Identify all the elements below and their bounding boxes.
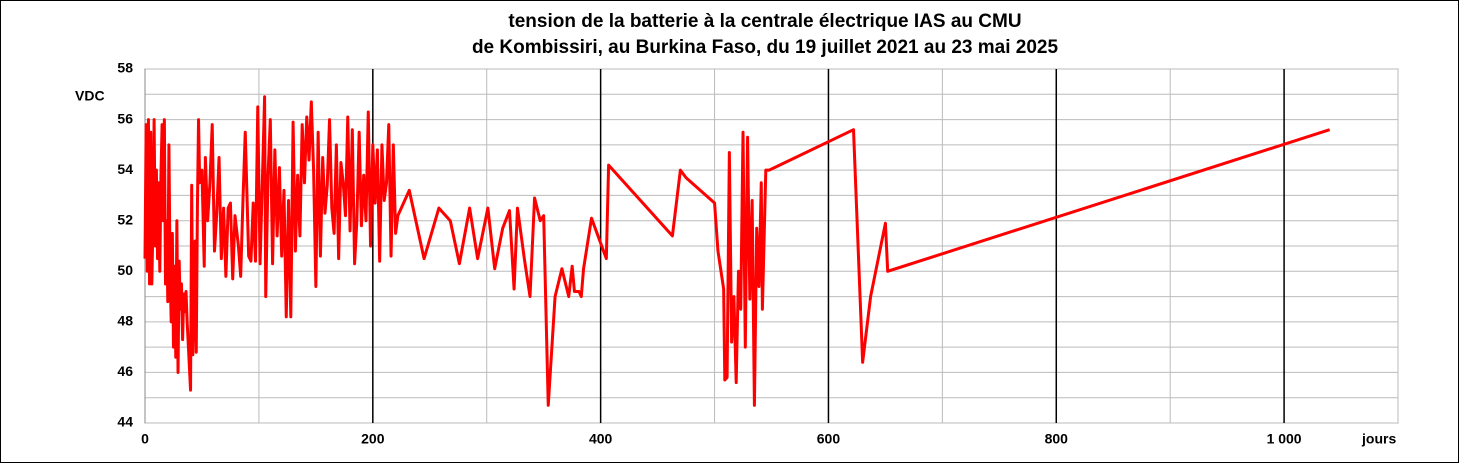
chart-title: tension de la batterie à la centrale éle…	[508, 11, 1021, 32]
y-tick-label: 46	[117, 363, 133, 379]
x-axis-label: jours	[1361, 431, 1396, 447]
x-tick-label: 600	[817, 431, 841, 447]
y-axis-label: VDC	[75, 88, 105, 104]
y-tick-label: 52	[117, 211, 133, 227]
chart-title: de Kombissiri, au Burkina Faso, du 19 ju…	[472, 37, 1059, 58]
x-tick-label: 800	[1045, 431, 1069, 447]
y-tick-label: 54	[117, 161, 133, 177]
x-tick-label: 400	[589, 431, 613, 447]
y-tick-label: 58	[117, 60, 133, 76]
x-tick-label: 0	[141, 431, 149, 447]
y-tick-label: 44	[117, 414, 133, 430]
y-tick-label: 48	[117, 313, 133, 329]
y-tick-label: 50	[117, 262, 133, 278]
x-tick-label: 1 000	[1267, 431, 1302, 447]
data-line	[143, 95, 1331, 407]
x-tick-label: 200	[361, 431, 385, 447]
y-tick-label: 56	[117, 110, 133, 126]
